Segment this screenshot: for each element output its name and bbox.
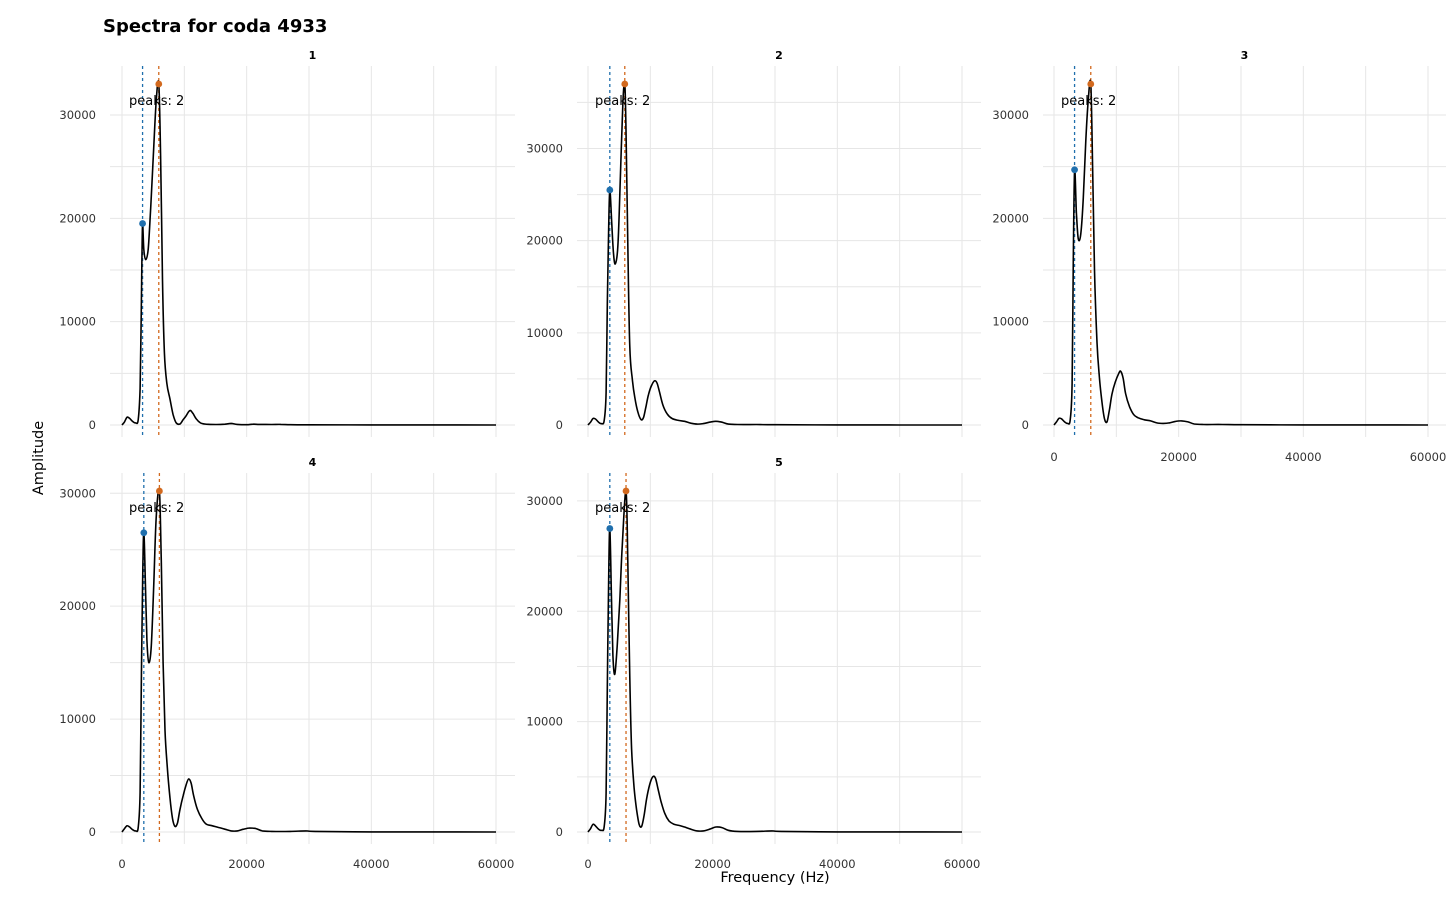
y-tick-label: 0: [89, 825, 96, 839]
y-tick-label: 10000: [526, 715, 563, 729]
y-tick-label: 0: [556, 418, 563, 432]
peak-1-point: [606, 186, 614, 194]
spectrum-line: [121, 488, 497, 833]
x-tick-label: 60000: [944, 857, 981, 871]
peaks-annotation: peaks: 2: [129, 501, 184, 516]
peaks-annotation: peaks: 2: [1061, 94, 1116, 109]
x-axis-title: Frequency (Hz): [720, 870, 829, 886]
x-tick-label: 20000: [1160, 450, 1197, 464]
peak-2-point: [156, 487, 163, 495]
x-tick-label: 40000: [353, 857, 390, 871]
y-tick-label: 30000: [992, 108, 1029, 122]
spectrum-line: [587, 81, 962, 426]
y-axis-title: Amplitude: [31, 421, 47, 495]
y-tick-label: 30000: [526, 142, 563, 156]
spectrum-line: [587, 490, 963, 833]
y-tick-label: 30000: [526, 494, 563, 508]
x-tick-label: 0: [118, 857, 125, 871]
y-tick-label: 20000: [526, 234, 563, 248]
facet-panel-1: 1 0 10000 20000 30000 peaks: 2: [59, 49, 515, 437]
x-tick-label: 0: [584, 857, 591, 871]
y-tick-label: 10000: [992, 315, 1029, 329]
peaks-annotation: peaks: 2: [595, 94, 650, 109]
y-tick-label: 30000: [59, 108, 96, 122]
y-tick-label: 20000: [526, 604, 563, 618]
peak-2-point: [155, 80, 163, 88]
peak-1-point: [139, 220, 146, 227]
y-tick-label: 0: [1022, 418, 1029, 432]
y-tick-label: 10000: [59, 712, 96, 726]
peak-1-point: [140, 529, 148, 537]
facet-strip-label: 4: [309, 456, 317, 469]
chart-title: Spectra for coda 4933: [103, 16, 327, 37]
y-tick-label: 10000: [59, 315, 96, 329]
facet-strip-label: 3: [1241, 49, 1249, 62]
peaks-annotation: peaks: 2: [129, 94, 184, 109]
facet-strip-label: 1: [309, 49, 317, 62]
peak-2-point: [1087, 80, 1095, 88]
facet-strip-label: 2: [775, 49, 783, 62]
peak-1-point: [606, 525, 614, 532]
x-tick-label: 20000: [694, 857, 731, 871]
spectrum-line: [1053, 79, 1429, 426]
peak-1-point: [1071, 166, 1078, 174]
y-tick-label: 0: [556, 825, 563, 839]
facet-strip-label: 5: [775, 456, 783, 469]
x-tick-label: 0: [1050, 450, 1057, 464]
facet-panel-5: 5 0 10000 20000 30000 0 20000 40000 60000 peaks: …: [526, 456, 981, 871]
x-tick-label: 60000: [478, 857, 515, 871]
y-tick-label: 20000: [59, 599, 96, 613]
y-tick-label: 20000: [59, 211, 96, 225]
peak-2-point: [622, 487, 630, 495]
peak-2-point: [621, 80, 629, 88]
facet-panel-3: 3 0 10000 20000 30000 0 20000 40000 60000 peaks: …: [992, 49, 1446, 464]
x-tick-label: 20000: [228, 857, 265, 871]
x-tick-label: 60000: [1410, 450, 1447, 464]
y-tick-label: 10000: [526, 326, 563, 340]
x-tick-label: 40000: [1285, 450, 1322, 464]
x-tick-label: 40000: [819, 857, 856, 871]
facet-panel-2: 2 0 10000 20000 30000 peaks: 2: [526, 49, 981, 437]
spectrum-line: [121, 80, 497, 426]
y-tick-label: 20000: [992, 211, 1029, 225]
facet-panel-4: 4 0 10000 20000 30000 0 20000 40000 60000 peaks: …: [59, 456, 515, 871]
y-tick-label: 30000: [59, 486, 96, 500]
y-tick-label: 0: [89, 418, 96, 432]
peaks-annotation: peaks: 2: [595, 501, 650, 516]
